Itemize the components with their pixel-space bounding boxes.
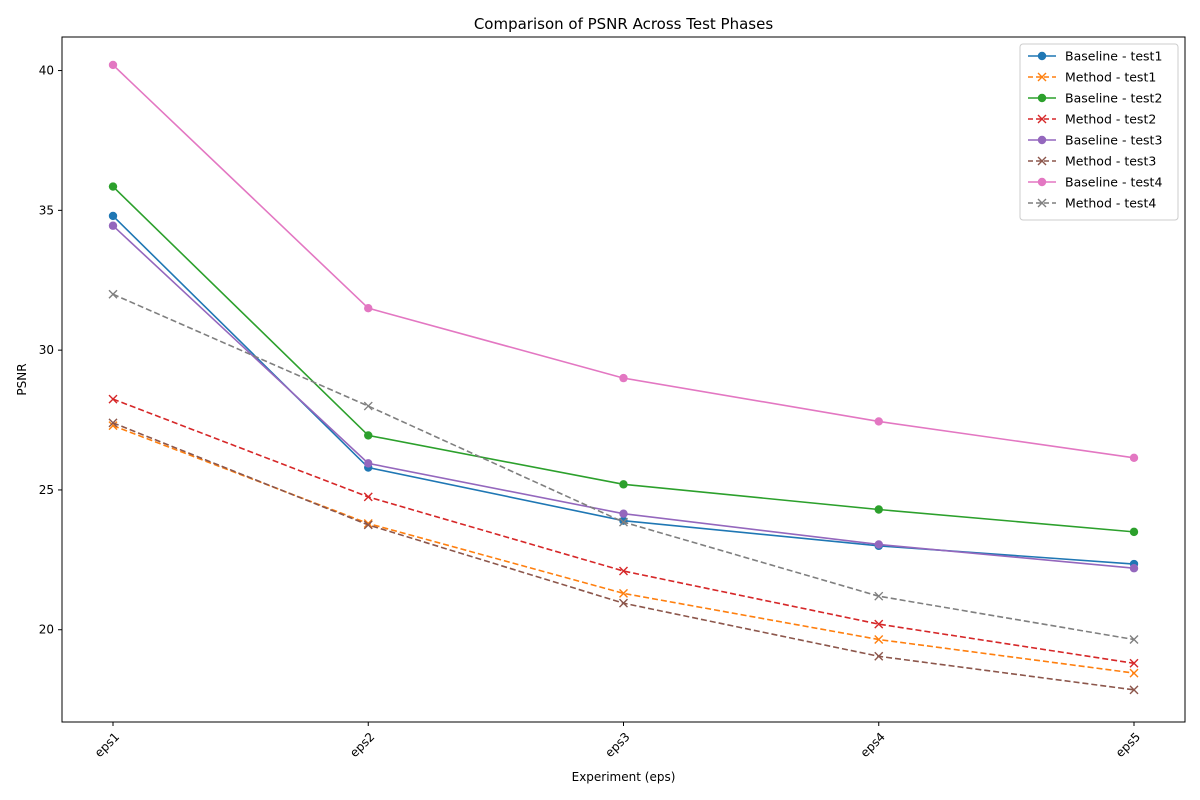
data-point bbox=[1037, 198, 1047, 208]
legend-item: Baseline - test2 bbox=[1028, 91, 1162, 106]
legend: Baseline - test1 Method - test1 Baseline -… bbox=[1019, 43, 1179, 221]
data-point bbox=[619, 517, 628, 527]
data-point bbox=[1037, 135, 1047, 145]
data-point bbox=[1037, 114, 1047, 124]
series-5 bbox=[108, 221, 1139, 573]
data-point bbox=[874, 635, 884, 645]
data-point bbox=[108, 289, 118, 299]
data-point bbox=[108, 421, 118, 431]
y-tick-label: 40 bbox=[39, 64, 54, 78]
data-point bbox=[619, 588, 628, 598]
data-point bbox=[874, 591, 884, 601]
data-point bbox=[619, 598, 628, 608]
x-tick-label: eps2 bbox=[347, 730, 377, 760]
data-point bbox=[1129, 527, 1139, 537]
plot-area bbox=[108, 60, 1139, 695]
y-tick-label: 35 bbox=[39, 203, 54, 217]
data-point bbox=[108, 221, 118, 230]
data-point bbox=[874, 540, 883, 549]
x-axis: eps1 eps2 eps3 eps4 eps5 bbox=[92, 722, 1143, 760]
legend-label: Method - test2 bbox=[1065, 112, 1156, 127]
legend-item: Method - test2 bbox=[1028, 112, 1156, 127]
data-point bbox=[874, 619, 884, 629]
x-tick-label: eps1 bbox=[92, 730, 122, 760]
data-point bbox=[619, 566, 628, 576]
data-point bbox=[1037, 72, 1047, 82]
data-point bbox=[108, 394, 118, 404]
data-point bbox=[364, 459, 373, 468]
series-line bbox=[112, 186, 1135, 533]
data-point bbox=[619, 509, 628, 518]
legend-label: Baseline - test4 bbox=[1065, 175, 1162, 190]
legend-frame bbox=[1019, 43, 1179, 221]
series-7 bbox=[108, 60, 1139, 462]
x-tick-label: eps3 bbox=[602, 730, 632, 760]
data-point bbox=[874, 505, 883, 514]
data-point bbox=[1037, 177, 1047, 187]
data-point bbox=[874, 417, 883, 426]
series-line bbox=[112, 424, 1135, 674]
data-point bbox=[364, 431, 373, 440]
data-point bbox=[364, 304, 373, 313]
series-line bbox=[112, 64, 1135, 459]
y-tick-label: 20 bbox=[39, 623, 54, 637]
series-2 bbox=[108, 421, 1139, 678]
x-tick-label: eps5 bbox=[1113, 730, 1143, 760]
legend-label: Method - test3 bbox=[1065, 154, 1156, 169]
data-point bbox=[1037, 51, 1047, 61]
data-point bbox=[1037, 93, 1047, 103]
series-8 bbox=[108, 289, 1139, 645]
data-point bbox=[1129, 564, 1139, 573]
data-point bbox=[363, 401, 373, 411]
legend-label: Baseline - test1 bbox=[1065, 49, 1162, 64]
data-point bbox=[363, 518, 373, 528]
series-3 bbox=[108, 182, 1139, 537]
data-point bbox=[108, 211, 118, 221]
data-point bbox=[108, 182, 118, 191]
legend-label: Method - test1 bbox=[1065, 70, 1156, 85]
x-axis-label: Experiment (eps) bbox=[572, 770, 676, 784]
chart-title: Comparison of PSNR Across Test Phases bbox=[474, 15, 774, 33]
series-4 bbox=[108, 394, 1139, 668]
data-point bbox=[108, 60, 118, 70]
data-point bbox=[1129, 658, 1139, 668]
data-point bbox=[619, 373, 628, 383]
y-axis-label: PSNR bbox=[15, 363, 29, 395]
series-line bbox=[112, 422, 1135, 691]
legend-item: Baseline - test4 bbox=[1028, 175, 1162, 190]
data-point bbox=[1129, 635, 1139, 645]
data-point bbox=[363, 520, 373, 530]
y-tick-label: 30 bbox=[39, 343, 54, 357]
data-point bbox=[1129, 668, 1139, 678]
legend-label: Method - test4 bbox=[1065, 196, 1156, 211]
series-line bbox=[112, 293, 1135, 641]
data-point bbox=[1037, 156, 1047, 166]
series-line bbox=[112, 398, 1135, 665]
y-tick-label: 25 bbox=[39, 483, 54, 497]
data-point bbox=[1129, 685, 1139, 695]
legend-item: Method - test3 bbox=[1028, 154, 1156, 169]
data-point bbox=[108, 418, 118, 428]
x-tick-label: eps4 bbox=[858, 730, 888, 760]
data-point bbox=[619, 480, 628, 489]
series-6 bbox=[108, 418, 1139, 695]
legend-item: Baseline - test1 bbox=[1028, 49, 1162, 64]
legend-label: Baseline - test3 bbox=[1065, 133, 1162, 148]
data-point bbox=[363, 492, 373, 502]
legend-item: Baseline - test3 bbox=[1028, 133, 1162, 148]
y-axis: 20 25 30 35 40 bbox=[39, 64, 62, 637]
data-point bbox=[1129, 453, 1139, 462]
data-point bbox=[874, 651, 884, 661]
legend-item: Method - test4 bbox=[1028, 196, 1156, 211]
legend-item: Method - test1 bbox=[1028, 70, 1156, 85]
legend-label: Baseline - test2 bbox=[1065, 91, 1162, 106]
